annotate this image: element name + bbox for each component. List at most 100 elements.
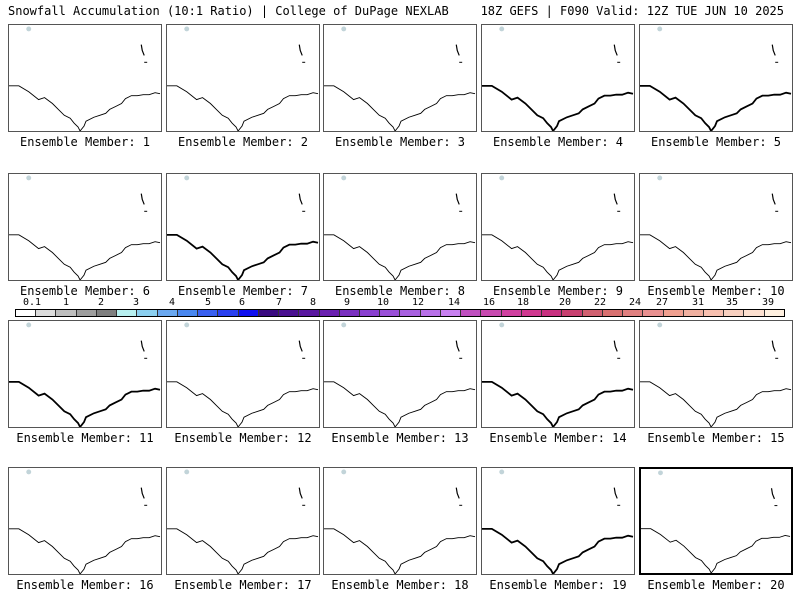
- colorbar-swatch: [400, 310, 421, 316]
- colorbar-swatch: [663, 310, 684, 316]
- basemap-outline: [324, 26, 476, 131]
- colorbar-swatch: [198, 310, 219, 316]
- colorbar-tick-label: 20: [558, 297, 572, 308]
- ensemble-member-label: Ensemble Member: 17: [174, 578, 312, 592]
- colorbar-swatch: [602, 310, 624, 316]
- basemap-outline: [641, 470, 791, 573]
- colorbar-swatch: [96, 310, 118, 316]
- colorbar-swatch: [481, 310, 502, 316]
- colorbar-tick-label: 18: [516, 297, 530, 308]
- colorbar-swatch: [36, 310, 57, 316]
- ensemble-member-panel[interactable]: [8, 173, 162, 281]
- colorbar-swatch: [440, 310, 462, 316]
- colorbar-swatch: [56, 310, 77, 316]
- basemap-outline: [640, 175, 792, 280]
- colorbar-swatch: [562, 310, 583, 316]
- ensemble-member-panel[interactable]: [323, 24, 477, 132]
- colorbar-swatch: [542, 310, 563, 316]
- ensemble-member-label: Ensemble Member: 19: [489, 578, 627, 592]
- basemap-outline: [640, 322, 792, 427]
- ensemble-member-label: Ensemble Member: 9: [492, 284, 624, 298]
- ensemble-member-label: Ensemble Member: 5: [650, 135, 782, 149]
- basemap-outline: [9, 322, 161, 427]
- basemap-outline: [482, 26, 634, 131]
- colorbar-swatch: [16, 310, 37, 316]
- ensemble-member-label: Ensemble Member: 11: [16, 431, 154, 445]
- ensemble-member-label: Ensemble Member: 10: [647, 284, 785, 298]
- colorbar-swatch: [521, 310, 543, 316]
- ensemble-member-panel[interactable]: [323, 467, 477, 575]
- colorbar-swatch: [76, 310, 97, 316]
- colorbar-swatch: [380, 310, 401, 316]
- ensemble-member-panel[interactable]: [639, 173, 793, 281]
- colorbar-tick-label: 12: [411, 297, 425, 308]
- colorbar-swatch: [724, 310, 745, 316]
- ensemble-member-panel[interactable]: [8, 320, 162, 428]
- basemap-outline: [482, 322, 634, 427]
- basemap-outline: [482, 175, 634, 280]
- colorbar-tick-label: 4: [168, 297, 176, 308]
- ensemble-member-panel[interactable]: [639, 467, 793, 575]
- colorbar-swatch: [238, 310, 259, 316]
- map-title: Snowfall Accumulation (10:1 Ratio) | Col…: [8, 4, 449, 18]
- run-valid-time: 18Z GEFS | F090 Valid: 12Z TUE JUN 10 20…: [480, 4, 784, 18]
- colorbar-tick-label: 35: [725, 297, 739, 308]
- ensemble-member-label: Ensemble Member: 2: [177, 135, 309, 149]
- colorbar-swatch: [157, 310, 178, 316]
- basemap-outline: [324, 322, 476, 427]
- ensemble-member-panel[interactable]: [166, 24, 320, 132]
- snowfall-colorbar: [15, 309, 785, 317]
- colorbar-tick-label: 27: [655, 297, 669, 308]
- colorbar-tick-label: 22: [593, 297, 607, 308]
- ensemble-member-label: Ensemble Member: 6: [19, 284, 151, 298]
- ensemble-member-label: Ensemble Member: 13: [331, 431, 469, 445]
- colorbar-tick-label: 0.1: [22, 297, 42, 308]
- ensemble-member-label: Ensemble Member: 18: [331, 578, 469, 592]
- ensemble-member-panel[interactable]: [323, 173, 477, 281]
- basemap-outline: [482, 469, 634, 574]
- colorbar-swatch: [218, 310, 239, 316]
- ensemble-member-label: Ensemble Member: 3: [334, 135, 466, 149]
- ensemble-member-panel[interactable]: [323, 320, 477, 428]
- ensemble-member-label: Ensemble Member: 15: [647, 431, 785, 445]
- colorbar-swatch: [177, 310, 199, 316]
- colorbar-tick-label: 9: [343, 297, 351, 308]
- colorbar-swatch: [299, 310, 320, 316]
- colorbar-swatch: [258, 310, 280, 316]
- colorbar-swatch: [582, 310, 603, 316]
- colorbar-swatch: [501, 310, 522, 316]
- ensemble-member-panel[interactable]: [166, 173, 320, 281]
- colorbar-tick-label: 1: [62, 297, 70, 308]
- ensemble-member-panel[interactable]: [639, 320, 793, 428]
- colorbar-tick-label: 10: [376, 297, 390, 308]
- colorbar-swatch: [117, 310, 138, 316]
- ensemble-member-panel[interactable]: [481, 24, 635, 132]
- basemap-outline: [324, 469, 476, 574]
- colorbar-swatch: [339, 310, 360, 316]
- ensemble-member-panel[interactable]: [481, 467, 635, 575]
- basemap-outline: [324, 175, 476, 280]
- colorbar-tick-label: 6: [238, 297, 246, 308]
- basemap-outline: [640, 26, 792, 131]
- colorbar-swatch: [461, 310, 482, 316]
- colorbar-tick-label: 39: [761, 297, 775, 308]
- basemap-outline: [167, 469, 319, 574]
- basemap-outline: [167, 322, 319, 427]
- colorbar-swatch: [764, 310, 784, 316]
- ensemble-member-panel[interactable]: [481, 173, 635, 281]
- colorbar-tick-label: 8: [309, 297, 317, 308]
- basemap-outline: [9, 175, 161, 280]
- ensemble-member-panel[interactable]: [8, 24, 162, 132]
- colorbar-tick-label: 14: [447, 297, 461, 308]
- colorbar-tick-label: 31: [691, 297, 705, 308]
- ensemble-member-panel[interactable]: [166, 320, 320, 428]
- ensemble-member-panel[interactable]: [639, 24, 793, 132]
- colorbar-swatch: [744, 310, 765, 316]
- colorbar-swatch: [623, 310, 644, 316]
- ensemble-member-label: Ensemble Member: 1: [19, 135, 151, 149]
- ensemble-member-panel[interactable]: [481, 320, 635, 428]
- ensemble-member-panel[interactable]: [8, 467, 162, 575]
- ensemble-member-panel[interactable]: [166, 467, 320, 575]
- colorbar-swatch: [279, 310, 300, 316]
- colorbar-swatch: [703, 310, 725, 316]
